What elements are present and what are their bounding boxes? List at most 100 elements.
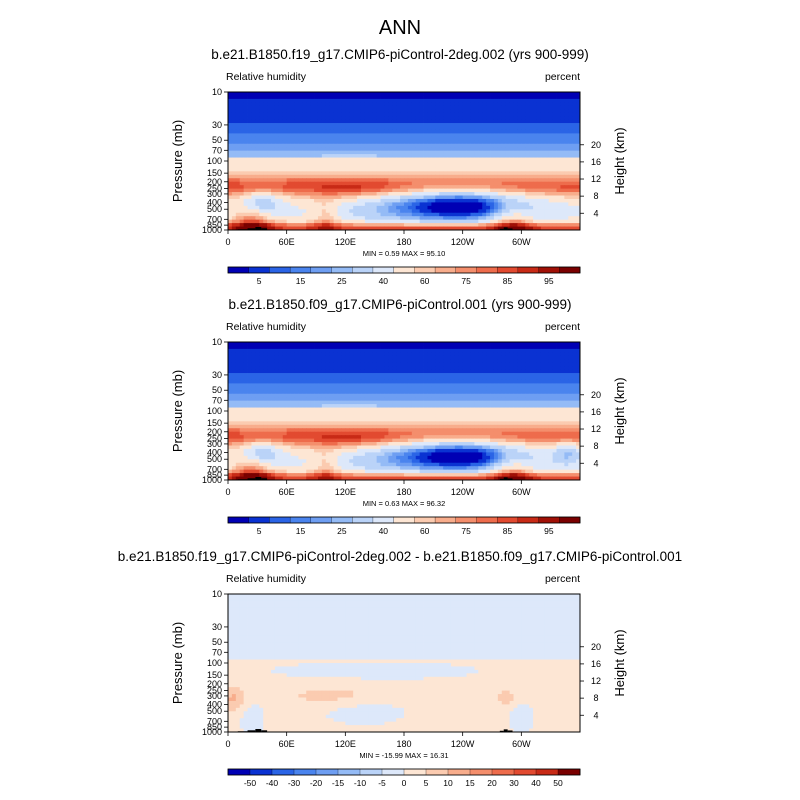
heatmap-cell xyxy=(513,362,518,367)
heatmap-cell xyxy=(286,209,291,214)
heatmap-cell xyxy=(486,195,491,200)
heatmap-cell xyxy=(325,105,331,110)
heatmap-cell xyxy=(255,198,260,203)
heatmap-cell xyxy=(482,185,487,189)
heatmap-cell xyxy=(411,129,417,134)
heatmap-cell xyxy=(267,216,272,221)
heatmap-cell xyxy=(317,164,323,169)
heatmap-cell xyxy=(341,366,346,370)
heatmap-cell xyxy=(525,198,530,203)
heatmap-cell xyxy=(368,126,374,131)
heatmap-cell xyxy=(388,202,393,207)
heatmap-cell xyxy=(228,386,233,391)
heatmap-cell xyxy=(474,185,479,189)
heatmap-cell xyxy=(372,195,378,200)
heatmap-cell xyxy=(231,126,237,131)
heatmap-cell xyxy=(360,150,366,155)
heatmap-cell xyxy=(450,161,456,165)
heatmap-cell xyxy=(478,140,483,145)
heatmap-cell xyxy=(576,205,581,210)
heatmap-cell xyxy=(333,112,338,117)
heatmap-cell xyxy=(501,112,507,117)
heatmap-cell xyxy=(415,140,421,145)
heatmap-cell xyxy=(302,95,307,100)
colorbar-tick-label: 60 xyxy=(420,276,430,286)
heatmap-cell xyxy=(419,164,424,169)
heatmap-cell xyxy=(345,185,350,189)
heatmap-cell xyxy=(521,116,526,120)
heatmap-cell xyxy=(243,355,248,360)
heatmap-cell xyxy=(294,226,299,231)
heatmap-cell xyxy=(450,195,456,200)
heatmap-cell xyxy=(282,171,288,176)
heatmap-cell xyxy=(427,383,432,388)
heatmap-cell xyxy=(376,150,381,155)
heatmap-cell xyxy=(310,92,315,96)
heatmap-cell xyxy=(349,342,354,346)
heatmap-cell xyxy=(454,98,460,103)
heatmap-cell xyxy=(568,161,573,165)
heatmap-cell xyxy=(525,150,530,155)
heatmap-cell xyxy=(317,355,323,360)
heatmap-cell xyxy=(372,192,378,196)
heatmap-cell xyxy=(419,116,424,120)
heatmap-cell xyxy=(493,95,499,100)
heatmap-cell xyxy=(255,143,260,148)
heatmap-cell xyxy=(443,223,448,227)
heatmap-cell xyxy=(345,366,350,370)
heatmap-cell xyxy=(263,164,268,169)
heatmap-cell xyxy=(267,147,272,152)
heatmap-cell xyxy=(384,209,389,214)
heatmap-cell xyxy=(400,92,405,96)
heatmap-cell xyxy=(458,362,464,367)
heatmap-cell xyxy=(466,348,471,353)
heatmap-cell xyxy=(306,192,311,196)
heatmap-cell xyxy=(337,219,342,224)
heatmap-cell xyxy=(337,355,342,360)
heatmap-cell xyxy=(474,345,479,350)
heatmap-cell xyxy=(536,362,542,367)
heatmap-cell xyxy=(419,181,424,186)
heatmap-cell xyxy=(501,202,507,207)
heatmap-cell xyxy=(263,212,268,217)
heatmap-cell xyxy=(548,174,554,179)
heatmap-cell xyxy=(513,359,518,364)
heatmap-cell xyxy=(564,161,569,165)
heatmap-cell xyxy=(228,209,233,214)
colorbar-swatch xyxy=(289,266,312,274)
heatmap-cell xyxy=(404,171,409,176)
heatmap-cell xyxy=(556,171,561,176)
heatmap-cell xyxy=(325,226,331,231)
heatmap-cell xyxy=(384,379,389,384)
heatmap-cell xyxy=(478,164,483,169)
heatmap-cell xyxy=(282,342,288,346)
heatmap-cell xyxy=(247,223,252,227)
heatmap-cell xyxy=(341,178,346,183)
heatmap-cell xyxy=(458,102,464,107)
heatmap-cell xyxy=(231,174,237,179)
heatmap-cell xyxy=(235,383,241,388)
heatmap-cell xyxy=(517,223,522,227)
heatmap-cell xyxy=(267,98,272,103)
heatmap-cell xyxy=(447,116,452,120)
heatmap-cell xyxy=(372,140,378,145)
heatmap-cell xyxy=(302,167,307,172)
heatmap-cell xyxy=(282,373,288,377)
heatmap-cell xyxy=(368,348,374,353)
heatmap-cell xyxy=(454,123,460,127)
heatmap-cell xyxy=(474,105,479,110)
heatmap-cell xyxy=(454,161,460,165)
heatmap-cell xyxy=(364,366,370,370)
heatmap-cell xyxy=(490,185,495,189)
heatmap-cell xyxy=(259,161,264,165)
heatmap-cell xyxy=(568,157,573,162)
heatmap-cell xyxy=(376,154,381,158)
heatmap-cell xyxy=(521,342,526,346)
heatmap-cell xyxy=(239,126,245,131)
heatmap-cell xyxy=(267,223,272,227)
heatmap-cell xyxy=(572,195,577,200)
heatmap-cell xyxy=(470,209,475,214)
heatmap-cell xyxy=(548,126,554,131)
heatmap-cell xyxy=(306,98,311,103)
heatmap-cell xyxy=(493,369,499,374)
